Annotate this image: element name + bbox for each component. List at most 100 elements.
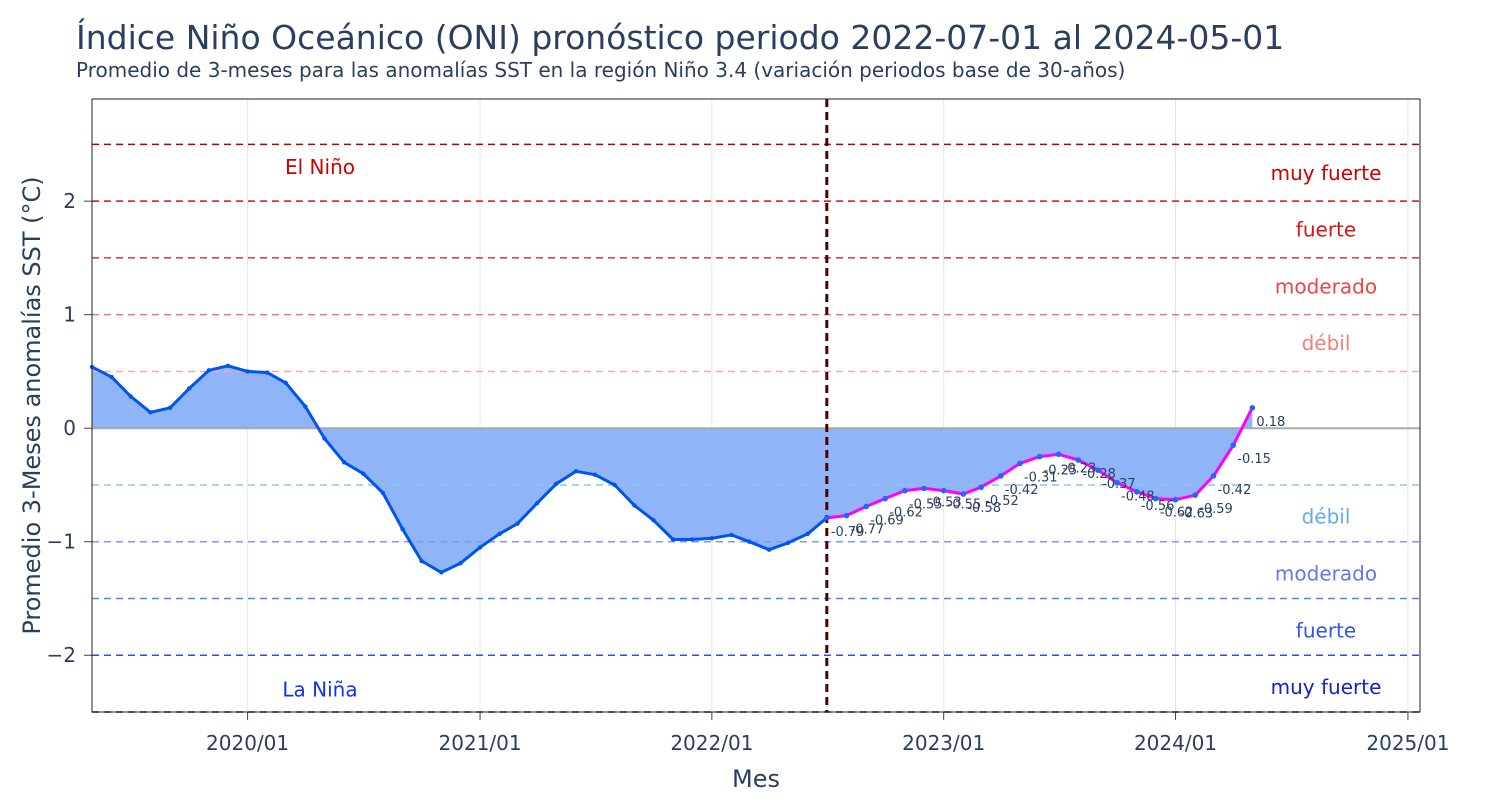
intensity-label: moderado	[1275, 274, 1377, 298]
forecast-data-label: -0.69	[870, 514, 904, 529]
observed-point	[592, 472, 598, 477]
forecast-data-label: -0.28	[1082, 467, 1116, 482]
observed-point	[612, 482, 617, 488]
intensity-label: débil	[1302, 505, 1351, 529]
axes: 2020/01 2021/01 2022/01 2023/01 2024/01 2025/…	[47, 189, 1450, 755]
forecast-data-label: -0.56	[1141, 499, 1175, 514]
forecast-data-label: -0.59	[1199, 502, 1233, 517]
forecast-point	[1192, 492, 1198, 498]
forecast-data-label: -0.77	[851, 523, 885, 538]
forecast-point	[960, 491, 967, 497]
observed-point	[515, 521, 520, 526]
intensity-label: moderado	[1275, 562, 1377, 586]
forecast-data-label: -0.63	[1179, 507, 1213, 522]
y-tick-label: 2	[63, 189, 76, 213]
forecast-data-label: 0.18	[1256, 415, 1285, 430]
labels: -0.79-0.77-0.69-0.62-0.55-0.53-0.55-0.58…	[282, 155, 1381, 701]
chart-subtitle: Promedio de 3-meses para las anomalías S…	[76, 58, 1126, 82]
observed-point	[747, 539, 752, 544]
forecast-point	[1133, 488, 1140, 495]
observed-point	[689, 537, 695, 542]
x-tick-label: 2020/01	[206, 731, 289, 755]
observed-point	[632, 503, 637, 508]
x-axis-label: Mes	[732, 765, 780, 793]
forecast-point	[921, 485, 927, 492]
observed-point	[167, 405, 173, 410]
la-nina-label: La Niña	[282, 677, 357, 701]
observed-point	[766, 547, 772, 552]
forecast-data-label: -0.48	[1121, 490, 1155, 505]
forecast-point	[843, 512, 850, 519]
observed-point	[148, 410, 153, 415]
observed-point	[497, 531, 502, 536]
observed-point	[573, 469, 579, 474]
chart-title: Índice Niño Oceánico (ONI) pronóstico pe…	[76, 18, 1285, 57]
el-nino-label: El Niño	[285, 155, 355, 179]
x-tick-label: 2025/01	[1366, 731, 1449, 755]
observed-point	[805, 531, 810, 536]
observed-point	[670, 537, 676, 542]
plot-frame	[91, 98, 1421, 713]
forecast-point	[1152, 495, 1159, 502]
observed-point	[109, 374, 114, 380]
forecast-data-label: -0.37	[1102, 477, 1136, 492]
forecast-point	[1036, 453, 1043, 460]
forecast-data-label: -0.31	[1024, 470, 1058, 485]
intensity-label: muy fuerte	[1271, 161, 1382, 185]
y-tick-label: −1	[47, 530, 76, 554]
observed-point	[651, 517, 656, 523]
intensity-label: fuerte	[1296, 218, 1356, 242]
y-tick-label: −2	[47, 643, 76, 667]
series-lines	[89, 363, 1256, 575]
y-tick-label: 1	[63, 303, 76, 327]
observed-point	[265, 370, 270, 375]
observed-point	[439, 570, 444, 575]
observed-point	[341, 460, 347, 465]
forecast-point	[1230, 442, 1237, 449]
forecast-data-label: -0.62	[889, 506, 923, 521]
forecast-point	[1210, 473, 1217, 479]
forecast-data-label: -0.79	[831, 525, 865, 540]
forecast-point	[1017, 460, 1023, 467]
observed-point	[535, 500, 540, 506]
x-tick-label: 2021/01	[439, 731, 522, 755]
observed-point	[303, 404, 308, 409]
observed-point	[458, 561, 463, 566]
observed-point	[400, 527, 405, 532]
intensity-label: fuerte	[1296, 618, 1356, 642]
forecast-data-label: -0.62	[1160, 506, 1194, 521]
observed-point	[245, 369, 250, 374]
forecast-data-label: -0.42	[1218, 483, 1252, 498]
intensity-label: muy fuerte	[1271, 675, 1382, 699]
observed-point	[477, 545, 483, 550]
forecast-data-label: -0.25	[1044, 464, 1078, 479]
observed-point	[785, 540, 791, 546]
forecast-data-label: -0.55	[909, 498, 943, 513]
forecast-point	[1075, 457, 1082, 463]
x-tick-label: 2024/01	[1134, 731, 1217, 755]
forecast-data-label: -0.55	[948, 498, 982, 513]
forecast-data-label: -0.52	[985, 494, 1019, 509]
observed-point	[380, 490, 386, 496]
observed-point	[283, 380, 288, 385]
forecast-point	[998, 473, 1004, 479]
x-tick-label: 2023/01	[902, 731, 985, 755]
observed-point	[360, 471, 366, 476]
forecast-point	[1249, 404, 1256, 411]
forecast-point	[882, 495, 889, 502]
observed-point	[322, 436, 327, 441]
forecast-point	[824, 515, 830, 521]
forecast-point	[1114, 479, 1120, 486]
x-tick-label: 2022/01	[670, 731, 753, 755]
forecast-data-label: -0.15	[1237, 452, 1271, 467]
forecast-point	[940, 487, 947, 494]
y-tick-label: 0	[63, 416, 76, 440]
forecast-data-label: -0.23	[1063, 461, 1097, 476]
forecast-point	[902, 487, 908, 494]
observed-point	[225, 363, 231, 368]
forecast-point	[1095, 467, 1101, 474]
anomaly-fill	[92, 365, 1253, 573]
forecast-data-label: -0.42	[1005, 483, 1039, 498]
y-axis-label: Promedio 3-Meses anomalías SST (°C)	[18, 176, 46, 634]
